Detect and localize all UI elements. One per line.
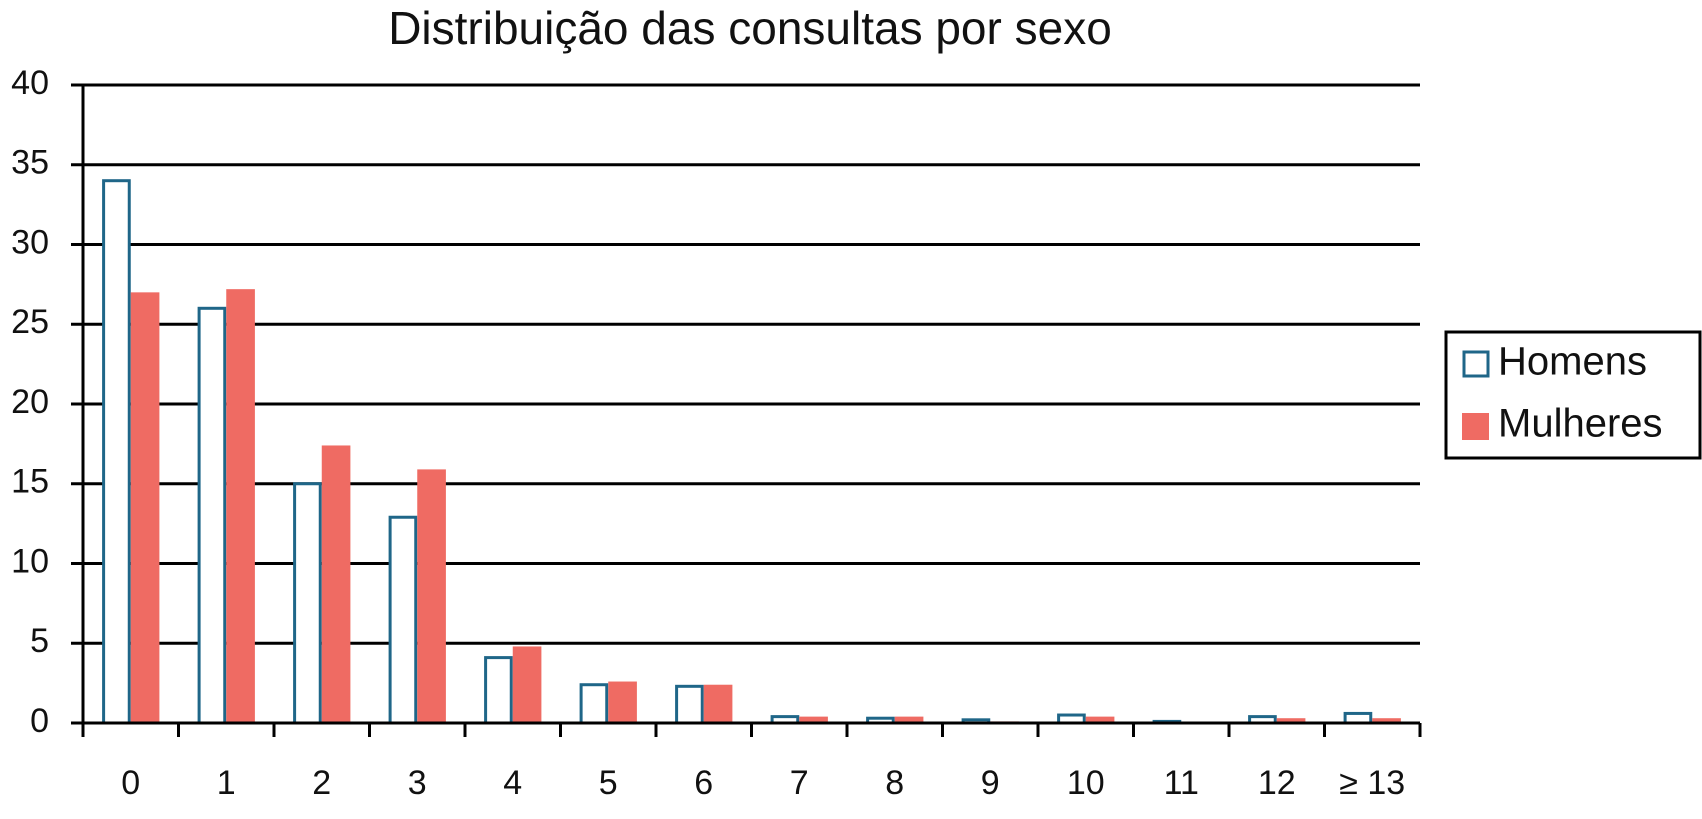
x-tick-label: ≥ 13 (1339, 764, 1405, 802)
y-tick-label: 40 (11, 64, 49, 102)
x-tick-label: 6 (694, 764, 713, 802)
y-tick-label: 15 (11, 463, 49, 501)
x-tick-label: 11 (1164, 764, 1199, 802)
bar (197, 306, 227, 725)
bar (102, 179, 131, 725)
bar (799, 716, 828, 723)
bar (388, 515, 418, 725)
y-tick-label: 10 (11, 542, 49, 580)
x-tick-label: 4 (503, 764, 522, 802)
bar (675, 684, 704, 725)
x-tick-label: 12 (1258, 764, 1296, 802)
x-tick-label: 1 (217, 764, 236, 802)
bar (321, 445, 351, 723)
y-tick-label: 5 (30, 622, 49, 660)
x-tick-label: 2 (312, 764, 331, 802)
bar (1085, 716, 1115, 723)
x-tick-label: 10 (1067, 764, 1105, 802)
bar (579, 683, 609, 725)
x-tick-label: 7 (790, 764, 809, 802)
y-tick-label: 30 (11, 223, 49, 261)
legend-label: Mulheres (1498, 402, 1663, 446)
x-tick-label: 3 (408, 764, 427, 802)
x-tick-label: 0 (121, 764, 140, 802)
bar (293, 482, 322, 725)
y-tick-label: 35 (11, 144, 49, 182)
chart-title: Distribuição das consultas por sexo (388, 2, 1112, 54)
bar (608, 681, 637, 723)
bar (226, 289, 255, 723)
x-tick-label: 5 (599, 764, 618, 802)
legend-swatch (1462, 350, 1490, 378)
bar (894, 716, 924, 723)
bar (512, 646, 542, 723)
bar (484, 656, 513, 725)
y-tick-label: 20 (11, 383, 49, 421)
bar (417, 469, 446, 723)
legend-label: Homens (1498, 340, 1647, 384)
x-tick-label: 8 (885, 764, 904, 802)
y-tick-label: 25 (11, 303, 49, 341)
legend-swatch (1462, 413, 1489, 440)
y-tick-label: 0 (30, 702, 49, 740)
bar (130, 292, 160, 723)
bar (1276, 718, 1306, 723)
bar (703, 684, 733, 723)
x-tick-label: 9 (981, 764, 1000, 802)
bar (1372, 718, 1401, 723)
